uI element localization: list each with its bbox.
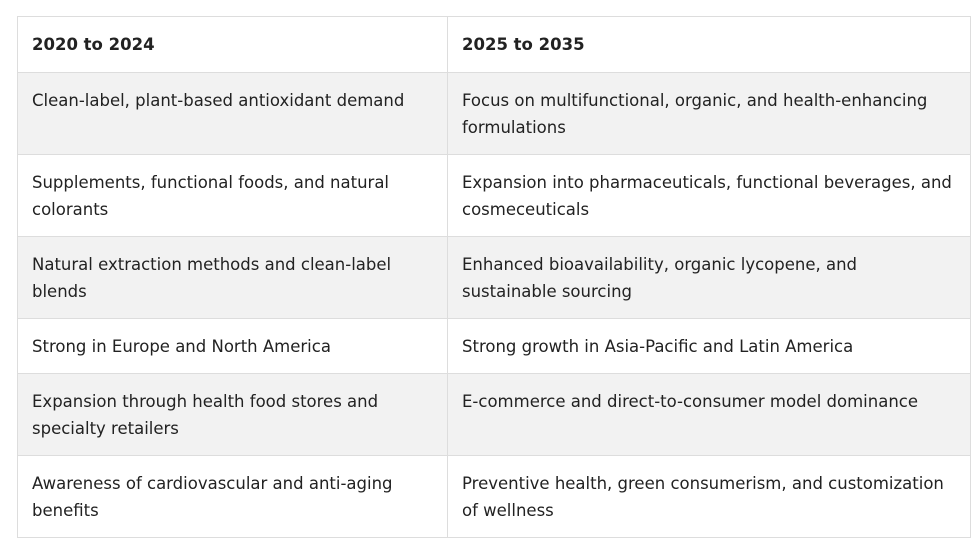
table-row: Natural extraction methods and clean-lab… bbox=[17, 236, 971, 319]
table-cell: E-commerce and direct-to-consumer model … bbox=[447, 373, 971, 456]
table-row: Awareness of cardiovascular and anti-agi… bbox=[17, 455, 971, 538]
column-header-2020-2024: 2020 to 2024 bbox=[17, 16, 448, 73]
table-cell: Enhanced bioavailability, organic lycope… bbox=[447, 236, 971, 319]
table-cell: Focus on multifunctional, organic, and h… bbox=[447, 72, 971, 155]
table-row: Expansion through health food stores and… bbox=[17, 373, 971, 456]
table-header-row: 2020 to 2024 2025 to 2035 bbox=[17, 16, 971, 73]
table-row: Strong in Europe and North America Stron… bbox=[17, 318, 971, 374]
table-cell: Expansion into pharmaceuticals, function… bbox=[447, 154, 971, 237]
table-row: Clean-label, plant-based antioxidant dem… bbox=[17, 72, 971, 155]
table-cell: Strong in Europe and North America bbox=[17, 318, 448, 374]
table-cell: Supplements, functional foods, and natur… bbox=[17, 154, 448, 237]
table-cell: Expansion through health food stores and… bbox=[17, 373, 448, 456]
table-cell: Strong growth in Asia-Pacific and Latin … bbox=[447, 318, 971, 374]
comparison-table: 2020 to 2024 2025 to 2035 Clean-label, p… bbox=[17, 16, 971, 538]
table-row: Supplements, functional foods, and natur… bbox=[17, 154, 971, 237]
table-cell: Preventive health, green consumerism, an… bbox=[447, 455, 971, 538]
table-cell: Natural extraction methods and clean-lab… bbox=[17, 236, 448, 319]
table-cell: Awareness of cardiovascular and anti-agi… bbox=[17, 455, 448, 538]
comparison-table-container: 2020 to 2024 2025 to 2035 Clean-label, p… bbox=[17, 16, 971, 538]
table-cell: Clean-label, plant-based antioxidant dem… bbox=[17, 72, 448, 155]
column-header-2025-2035: 2025 to 2035 bbox=[447, 16, 971, 73]
